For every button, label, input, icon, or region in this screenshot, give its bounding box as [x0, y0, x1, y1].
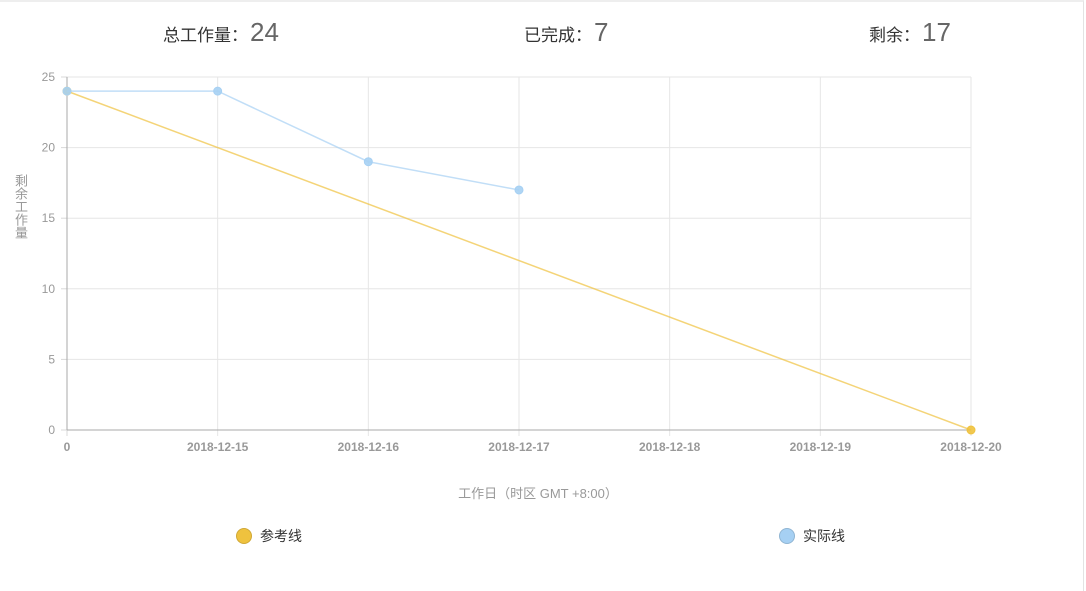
- series-line-1: [67, 90, 520, 191]
- data-point-series-1[interactable]: [62, 86, 72, 96]
- legend-item-reference[interactable]: 参考线: [236, 527, 302, 545]
- stat-done-value: 7: [594, 17, 609, 47]
- x-tick-label: 2018-12-17: [488, 440, 550, 454]
- stat-total-value: 24: [250, 17, 279, 47]
- legend-swatch-actual: [779, 528, 795, 544]
- data-point-series-0[interactable]: [966, 425, 976, 435]
- data-point-series-1[interactable]: [514, 185, 524, 195]
- plot-series: [62, 86, 976, 435]
- y-tick-label: 25: [42, 70, 56, 84]
- x-tick-label: 2018-12-15: [187, 440, 249, 454]
- grid-lines: [67, 76, 972, 436]
- x-tick-label: 0: [64, 440, 71, 454]
- data-point-series-1[interactable]: [213, 86, 223, 96]
- stat-total: 总工作量： 24: [163, 17, 279, 48]
- data-point-series-1[interactable]: [363, 157, 373, 167]
- stat-remaining-value: 17: [922, 17, 951, 47]
- x-tick-label: 2018-12-19: [790, 440, 852, 454]
- stat-total-label: 总工作量：: [163, 26, 248, 45]
- x-axis-title: 工作日（时区 GMT +8:00）: [458, 486, 618, 501]
- y-axis-title: 剩余工作量: [13, 174, 28, 239]
- y-tick-label: 15: [42, 211, 56, 225]
- legend-label-reference: 参考线: [260, 528, 302, 544]
- y-tick-label: 10: [42, 282, 56, 296]
- stat-remaining-label: 剩余：: [869, 26, 920, 45]
- legend-item-actual[interactable]: 实际线: [779, 527, 845, 545]
- axes: [61, 76, 971, 436]
- y-tick-label: 0: [48, 423, 55, 437]
- x-tick-label: 2018-12-18: [639, 440, 701, 454]
- y-tick-label: 5: [48, 352, 55, 366]
- tick-labels: 0 5 10 15 20 25 0 2018-12-15 2018-12-16 2018-12-1…: [42, 70, 1002, 454]
- legend-swatch-reference: [236, 528, 252, 544]
- y-tick-label: 20: [42, 141, 56, 155]
- series-line-0: [66, 90, 972, 431]
- burndown-chart: 0 5 10 15 20 25 0 2018-12-15 2018-12-16 2018-12-1…: [42, 70, 1002, 454]
- x-tick-label: 2018-12-16: [338, 440, 400, 454]
- stat-done: 已完成： 7: [524, 17, 608, 48]
- legend-label-actual: 实际线: [803, 528, 845, 544]
- stat-remaining: 剩余： 17: [869, 17, 951, 48]
- stat-done-label: 已完成：: [524, 26, 592, 45]
- x-tick-label: 2018-12-20: [940, 440, 1002, 454]
